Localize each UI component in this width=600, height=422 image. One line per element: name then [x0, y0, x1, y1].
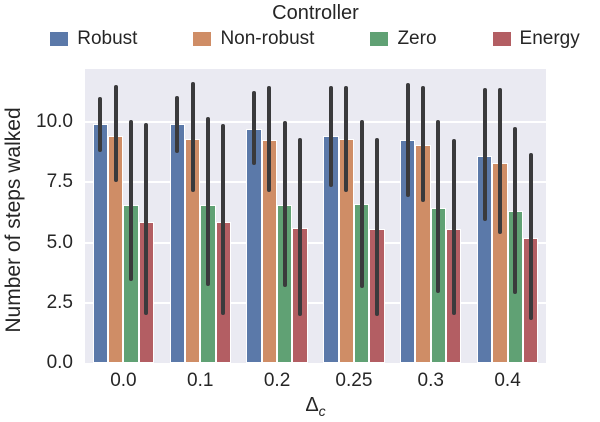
- error-bar: [344, 85, 349, 192]
- error-bar: [497, 88, 502, 235]
- gridline: [85, 301, 546, 304]
- error-bar: [144, 123, 149, 315]
- error-bar: [405, 83, 410, 197]
- legend-label: Robust: [77, 28, 138, 49]
- error-bar: [205, 117, 210, 286]
- legend-item-energy: Energy: [492, 28, 580, 50]
- x-tick-label: 0.3: [417, 370, 444, 391]
- legend-label: Zero: [397, 28, 437, 49]
- gridline: [85, 241, 546, 244]
- x-tick-label: 0.0: [110, 370, 137, 391]
- legend-swatch-icon: [193, 32, 212, 46]
- x-tick-label: 0.25: [335, 370, 373, 391]
- error-bar: [190, 82, 195, 192]
- error-bar: [282, 120, 287, 288]
- error-bar: [451, 138, 456, 315]
- y-tick-label: 5.0: [46, 231, 73, 253]
- error-bar: [359, 119, 364, 289]
- error-bar: [267, 85, 272, 192]
- legend-swatch-icon: [492, 32, 511, 46]
- error-bar: [175, 95, 180, 154]
- y-tick-label: 2.5: [46, 291, 73, 313]
- legend-item-robust: Robust: [50, 28, 137, 50]
- x-axis-label-subscript: c: [318, 403, 326, 419]
- x-tick-label: 0.2: [263, 370, 291, 391]
- error-bar: [98, 96, 103, 153]
- x-axis-ticks: 0.0 0.1 0.2 0.25 0.3 0.4: [85, 370, 546, 394]
- legend-item-non-robust: Non-robust: [193, 28, 314, 50]
- error-bar: [482, 88, 487, 221]
- x-tick-label: 0.1: [187, 370, 214, 391]
- error-bar: [129, 119, 134, 282]
- error-bar: [374, 137, 379, 316]
- error-bar: [113, 84, 118, 183]
- bar-robust-0.0: [92, 124, 109, 363]
- y-tick-label: 10.0: [36, 111, 73, 133]
- error-bar: [328, 85, 333, 188]
- plot-area: [85, 69, 546, 363]
- error-bar: [298, 137, 303, 316]
- x-axis-label-symbol: Δ: [305, 394, 319, 416]
- legend-item-zero: Zero: [370, 28, 437, 50]
- legend-swatch-icon: [50, 32, 69, 46]
- error-bar: [436, 119, 441, 294]
- legend: Robust Non-robust Zero Energy: [0, 28, 600, 50]
- legend-label: Non-robust: [220, 28, 315, 49]
- y-tick-label: 0.0: [46, 352, 73, 373]
- error-bar: [221, 124, 226, 315]
- legend-swatch-icon: [370, 32, 389, 46]
- gridline: [85, 181, 546, 184]
- y-tick-label: 7.5: [46, 171, 73, 193]
- chart-title: Controller: [272, 2, 359, 24]
- error-bar: [252, 90, 257, 166]
- error-bar: [513, 126, 518, 295]
- legend-label: Energy: [519, 28, 580, 49]
- bar-robust-0.1: [169, 124, 185, 363]
- error-bar: [421, 85, 426, 202]
- error-bar: [528, 153, 533, 320]
- x-tick-label: 0.4: [494, 370, 521, 391]
- gridline: [85, 121, 546, 124]
- x-axis-label: Δc: [85, 394, 546, 419]
